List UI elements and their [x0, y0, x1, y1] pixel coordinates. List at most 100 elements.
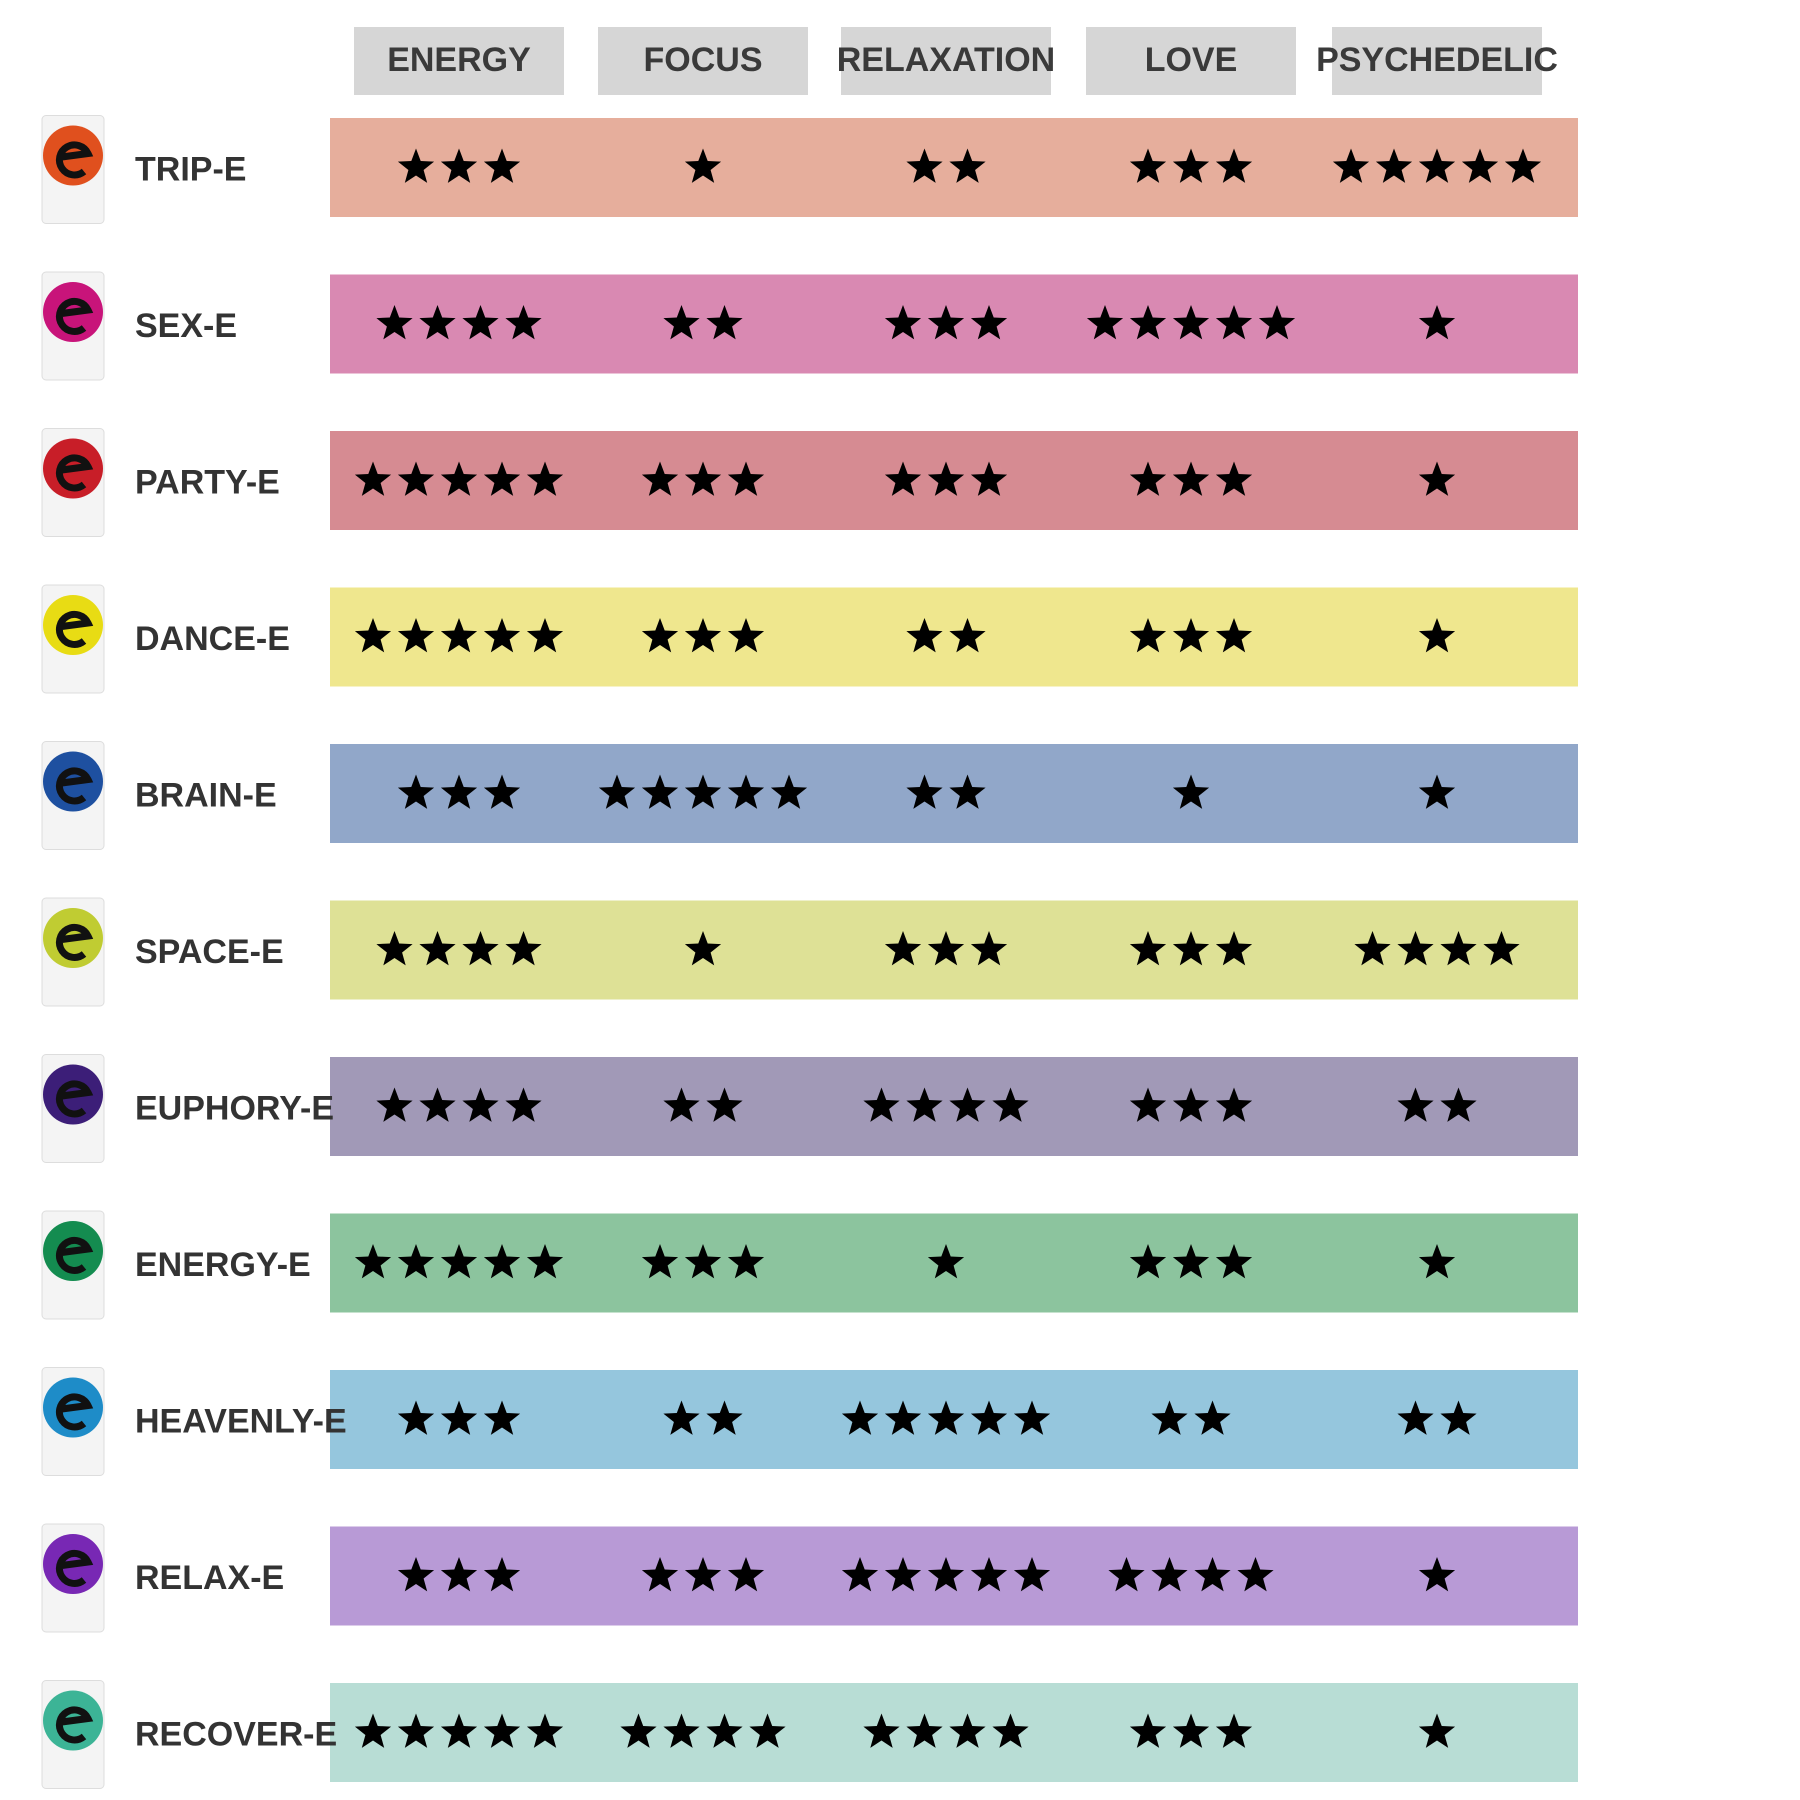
star [1151, 1557, 1188, 1592]
star [1215, 1244, 1253, 1279]
star [483, 1557, 521, 1592]
star [684, 931, 722, 966]
pouch-e [55, 141, 94, 179]
star-rating [1172, 774, 1210, 809]
star [970, 461, 1008, 496]
product-row: BRAIN-E [41, 741, 1578, 850]
product-icon [41, 271, 105, 381]
star [1237, 1557, 1274, 1592]
star [684, 148, 722, 183]
star [770, 774, 808, 809]
star [1108, 1557, 1145, 1592]
product-row: PARTY-E [41, 428, 1578, 537]
star [884, 1400, 922, 1435]
star [1215, 148, 1253, 183]
star [483, 148, 521, 183]
column-header-box [1332, 27, 1542, 95]
product-name: PARTY-E [135, 463, 280, 501]
star [1258, 305, 1296, 340]
star [1013, 1400, 1051, 1435]
star [641, 774, 679, 809]
star-rating [663, 1087, 743, 1122]
star [1418, 1713, 1456, 1748]
star [1215, 1713, 1253, 1748]
row-band [330, 587, 1578, 687]
star [483, 1244, 521, 1279]
star [397, 774, 435, 809]
pouch-e [55, 767, 94, 805]
star [684, 1244, 722, 1279]
star-rating [641, 1244, 765, 1279]
star [419, 931, 456, 966]
product-name: HEAVENLY-E [135, 1402, 347, 1440]
star [397, 1713, 435, 1748]
star [684, 1557, 722, 1592]
star-rating [397, 1400, 521, 1435]
star [397, 148, 435, 183]
star [598, 774, 636, 809]
star [906, 148, 943, 183]
product-row: DANCE-E [41, 584, 1578, 694]
product-name: RELAX-E [135, 1559, 284, 1597]
star-rating [1129, 461, 1253, 496]
star [663, 1713, 700, 1748]
pouch-e [55, 1080, 94, 1118]
star-rating [884, 931, 1008, 966]
star-rating [1108, 1557, 1274, 1592]
star [1332, 148, 1370, 183]
star-rating [397, 1557, 521, 1592]
star [440, 618, 478, 653]
star [949, 148, 986, 183]
star [841, 1557, 879, 1592]
star [927, 1400, 965, 1435]
star [927, 1557, 965, 1592]
star [1440, 1400, 1477, 1435]
star [927, 931, 965, 966]
star [727, 774, 765, 809]
star-rating [1418, 774, 1456, 809]
star [1172, 148, 1210, 183]
star-rating [598, 774, 808, 809]
star [1418, 461, 1456, 496]
star [1013, 1557, 1051, 1592]
star-rating [1129, 1244, 1253, 1279]
star [906, 774, 943, 809]
star [706, 305, 743, 340]
star [1440, 1087, 1477, 1122]
star [397, 1400, 435, 1435]
star [462, 305, 499, 340]
star [397, 1244, 435, 1279]
star [641, 461, 679, 496]
star-rating [376, 305, 542, 340]
star [1418, 1244, 1456, 1279]
star [1129, 305, 1167, 340]
star [863, 1087, 900, 1122]
star-rating [663, 305, 743, 340]
product-icon [41, 1054, 105, 1163]
product-name: RECOVER-E [135, 1715, 337, 1753]
star [462, 931, 499, 966]
star [1129, 931, 1167, 966]
star [884, 461, 922, 496]
star-rating [1129, 618, 1253, 653]
star [354, 1244, 392, 1279]
star [440, 1400, 478, 1435]
star [970, 931, 1008, 966]
star [1215, 305, 1253, 340]
star [949, 1713, 986, 1748]
star [1504, 148, 1542, 183]
star-rating [1418, 1713, 1456, 1748]
star [397, 1557, 435, 1592]
star-rating [376, 1087, 542, 1122]
star [970, 1557, 1008, 1592]
star-rating [376, 931, 542, 966]
star [505, 1087, 542, 1122]
column-header: RELAXATION [837, 41, 1055, 79]
product-row: HEAVENLY-E [41, 1367, 1578, 1476]
star [749, 1713, 786, 1748]
column-header-box [354, 27, 564, 95]
star [1397, 931, 1434, 966]
star-rating [663, 1400, 743, 1435]
product-row: EUPHORY-E [41, 1054, 1578, 1163]
pouch-e [55, 454, 94, 492]
